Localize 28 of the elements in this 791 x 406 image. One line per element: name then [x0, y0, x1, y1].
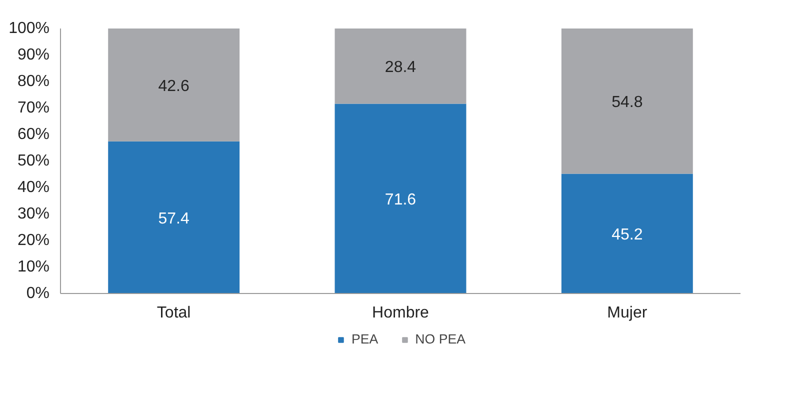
- y-tick-label: 50%: [17, 152, 50, 170]
- x-tick-label: Hombre: [372, 304, 430, 322]
- y-tick-label: 40%: [17, 179, 50, 196]
- data-label: 54.8: [612, 94, 643, 112]
- bar: [108, 141, 240, 294]
- data-label: 57.4: [158, 210, 190, 228]
- data-label: 28.4: [384, 59, 416, 76]
- x-tick-label: Mujer: [607, 304, 648, 322]
- bar: [561, 174, 693, 294]
- y-tick-label: 60%: [17, 126, 50, 143]
- data-label: 45.2: [612, 226, 643, 244]
- data-label: 42.6: [158, 78, 190, 95]
- legend-label: PEA: [351, 332, 378, 346]
- y-tick-label: 80%: [17, 73, 50, 90]
- bar: [108, 28, 240, 142]
- y-tick-label: 10%: [17, 258, 50, 276]
- legend-label: NO PEA: [415, 332, 466, 346]
- x-tick-label: Total: [156, 304, 191, 322]
- y-tick-label: 30%: [17, 206, 50, 222]
- bar: [334, 104, 466, 294]
- bar: [334, 28, 466, 104]
- y-tick-label: 100%: [8, 20, 50, 37]
- y-tick-label: 90%: [17, 46, 50, 64]
- bar: [561, 28, 693, 174]
- data-label: 71.6: [384, 192, 416, 209]
- y-tick-label: 70%: [17, 100, 50, 116]
- y-tick-label: 20%: [17, 232, 50, 249]
- y-tick-label: 0%: [26, 285, 50, 302]
